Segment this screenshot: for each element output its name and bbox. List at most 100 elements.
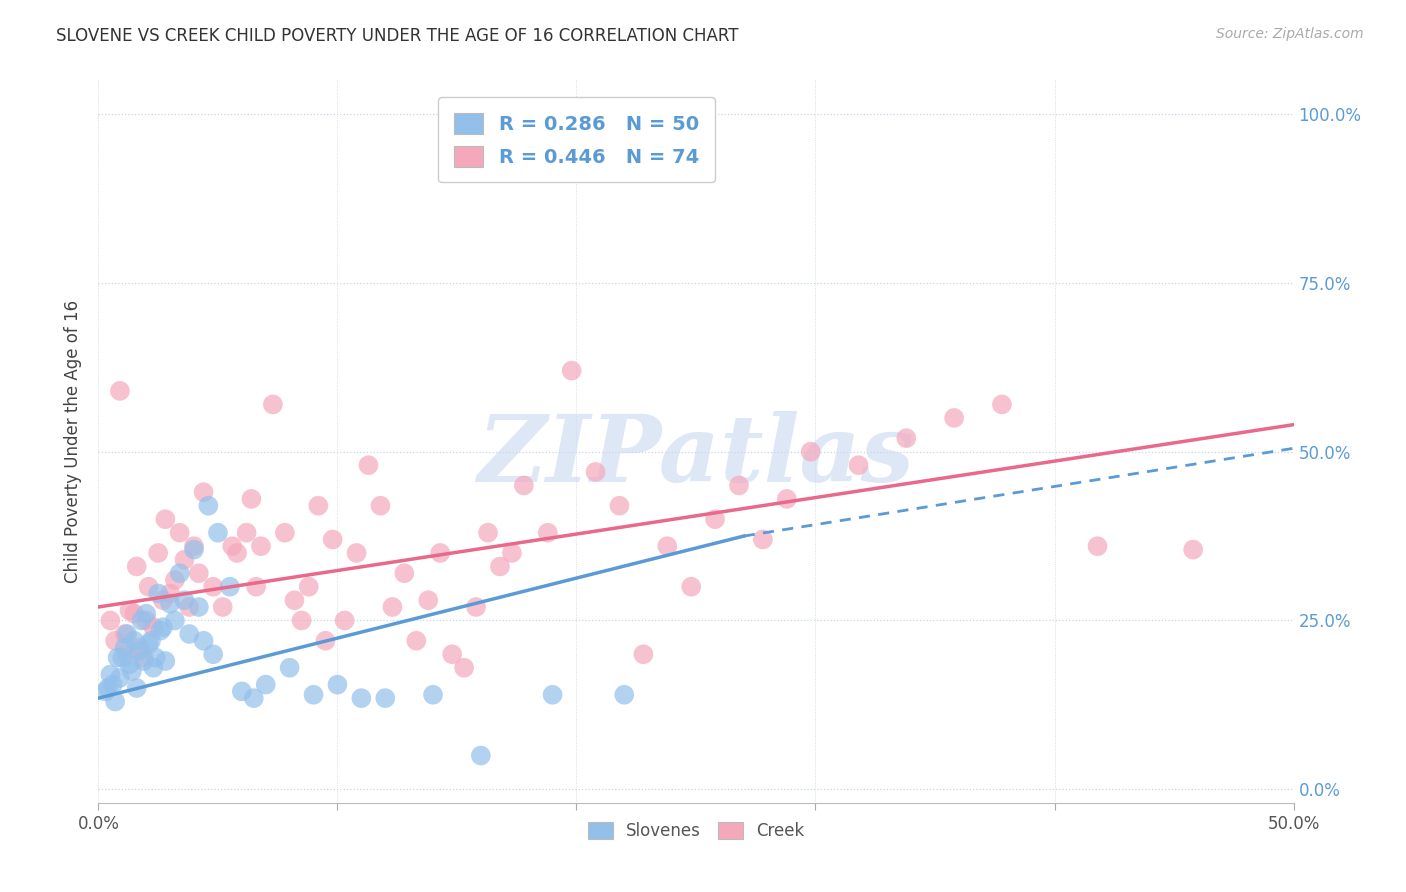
Point [155,654,177,668]
Point [138,637,160,651]
Point [163,573,186,587]
Point [613,688,636,702]
Point [118,657,141,672]
Point [142,620,165,634]
Point [114,627,136,641]
Point [307,499,329,513]
Point [346,546,368,560]
Point [138,580,160,594]
Point [405,633,427,648]
Point [98,614,122,628]
Point [124,633,146,648]
Point [128,644,150,658]
Point [219,580,242,594]
Point [114,640,136,655]
Point [274,525,297,540]
Point [101,678,124,692]
Point [94,684,117,698]
Point [240,491,263,506]
Point [561,364,583,378]
Point [132,650,155,665]
Point [1087,539,1109,553]
Point [896,431,918,445]
Point [128,640,150,655]
Point [429,546,451,560]
Point [132,654,155,668]
Point [477,525,499,540]
Point [118,603,141,617]
Point [681,580,703,594]
Point [139,633,162,648]
Point [501,546,523,560]
Y-axis label: Child Poverty Under the Age of 16: Child Poverty Under the Age of 16 [65,300,83,583]
Text: SLOVENE VS CREEK CHILD POVERTY UNDER THE AGE OF 16 CORRELATION CHART: SLOVENE VS CREEK CHILD POVERTY UNDER THE… [56,27,738,45]
Point [97,681,120,695]
Point [422,688,444,702]
Point [173,552,195,566]
Point [776,491,799,506]
Point [115,647,138,661]
Point [152,620,174,634]
Point [254,678,277,692]
Point [152,593,174,607]
Point [381,599,404,614]
Text: ZIPatlas: ZIPatlas [478,411,914,501]
Point [848,458,870,472]
Point [207,525,229,540]
Point [104,633,127,648]
Point [98,667,122,681]
Point [302,688,325,702]
Point [104,694,127,708]
Point [149,624,172,638]
Point [752,533,775,547]
Point [728,478,751,492]
Point [211,599,233,614]
Point [121,664,143,678]
Point [187,566,209,581]
Point [441,647,464,661]
Point [202,647,225,661]
Point [800,444,823,458]
Point [169,525,191,540]
Point [159,597,181,611]
Point [183,539,205,553]
Point [135,614,157,628]
Point [537,525,560,540]
Point [513,478,536,492]
Point [115,627,138,641]
Point [394,566,416,581]
Point [124,607,146,621]
Point [541,688,564,702]
Point [322,533,344,547]
Point [111,650,134,665]
Point [991,397,1014,411]
Point [633,647,655,661]
Point [173,593,195,607]
Point [125,559,148,574]
Point [418,593,440,607]
Point [453,661,475,675]
Point [221,539,243,553]
Point [1182,542,1205,557]
Point [131,614,153,628]
Point [262,397,284,411]
Point [183,542,205,557]
Point [179,599,201,614]
Point [187,599,209,614]
Point [370,499,392,513]
Point [943,411,966,425]
Text: Source: ZipAtlas.com: Source: ZipAtlas.com [1216,27,1364,41]
Point [350,691,373,706]
Point [357,458,380,472]
Point [193,485,215,500]
Point [125,681,148,695]
Point [489,559,512,574]
Point [657,539,679,553]
Point [298,580,321,594]
Point [107,650,129,665]
Point [704,512,727,526]
Point [291,614,314,628]
Point [609,499,631,513]
Point [231,684,253,698]
Point [374,691,396,706]
